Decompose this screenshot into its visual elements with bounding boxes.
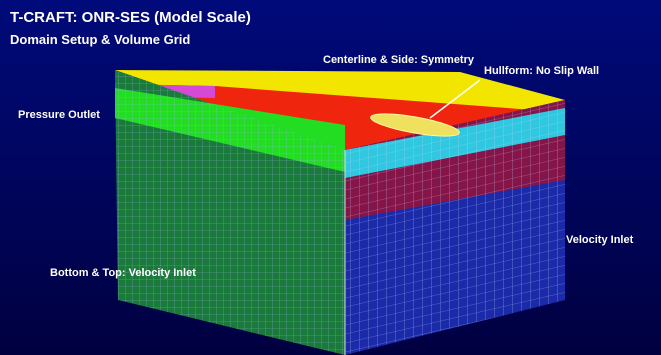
label: Hullform: No Slip Wall — [484, 65, 599, 77]
label: Bottom & Top: Velocity Inlet — [50, 267, 196, 279]
title: T-CRAFT: ONR-SES (Model Scale) — [10, 9, 251, 26]
label: Centerline & Side: Symmetry — [323, 54, 475, 66]
domain-box — [115, 70, 565, 355]
subtitle: Domain Setup & Volume Grid — [10, 32, 190, 47]
label: Velocity Inlet — [566, 234, 634, 246]
label: Pressure Outlet — [18, 109, 100, 121]
slide: T-CRAFT: ONR-SES (Model Scale) Domain Se… — [0, 0, 661, 355]
